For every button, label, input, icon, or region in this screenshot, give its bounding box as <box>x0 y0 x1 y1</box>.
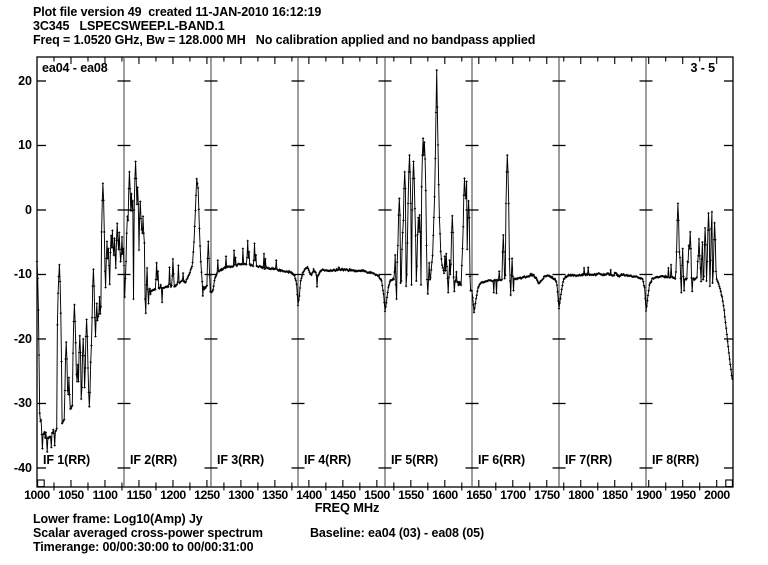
y-tick-label: 10 <box>18 138 32 152</box>
footer-timerange: Timerange: 00/00:30:00 to 00/00:31:00 <box>33 540 254 554</box>
x-tick-label: 1250 <box>194 488 220 502</box>
antenna-pair-label: 3 - 5 <box>690 61 715 75</box>
footer-frame-label: Lower frame: Log10(Amp) Jy <box>33 512 203 526</box>
x-tick-label: 1400 <box>296 488 322 502</box>
x-tick-label: 1000 <box>24 488 50 502</box>
x-tick-label: 1300 <box>228 488 254 502</box>
header-line-1: Plot file version 49 created 11-JAN-2010… <box>33 5 322 19</box>
y-tick-label: -30 <box>13 396 32 410</box>
x-tick-label: 1150 <box>126 488 152 502</box>
x-tick-label: 1200 <box>160 488 186 502</box>
axis-ticks <box>37 57 733 491</box>
header-line-3: Freq = 1.0520 GHz, Bw = 128.000 MH No ca… <box>33 33 536 47</box>
x-tick-label: 1450 <box>330 488 356 502</box>
x-tick-label: 2000 <box>704 488 730 502</box>
spectrum-markers <box>35 69 734 453</box>
x-tick-label: 1100 <box>92 488 118 502</box>
if-band-label: IF 5(RR) <box>391 453 439 467</box>
x-tick-label: 1050 <box>58 488 84 502</box>
x-tick-label: 1850 <box>602 488 628 502</box>
y-tick-label: -40 <box>13 461 32 475</box>
if-band-label: IF 1(RR) <box>43 453 91 467</box>
x-tick-label: 1500 <box>364 488 390 502</box>
x-tick-label: 1900 <box>636 488 662 502</box>
if-divider-lines <box>117 57 653 487</box>
y-tick-label: 0 <box>25 203 32 217</box>
x-tick-label: 1950 <box>670 488 696 502</box>
if-band-label: IF 8(RR) <box>652 453 700 467</box>
y-tick-label: 20 <box>18 74 32 88</box>
y-tick-label: -10 <box>13 267 32 281</box>
if-band-label: IF 4(RR) <box>304 453 352 467</box>
x-tick-label: 1700 <box>500 488 526 502</box>
x-tick-label: 1750 <box>534 488 560 502</box>
x-tick-label: 1550 <box>398 488 424 502</box>
footer-spectrum-type: Scalar averaged cross-power spectrum <box>33 526 263 540</box>
if-band-label: IF 6(RR) <box>478 453 526 467</box>
y-tick-label: -20 <box>13 332 32 346</box>
baseline-label: ea04 - ea08 <box>42 61 108 75</box>
if-band-label: IF 7(RR) <box>565 453 613 467</box>
x-tick-label: 1600 <box>432 488 458 502</box>
x-tick-label: 1800 <box>568 488 594 502</box>
x-axis-title: FREQ MHz <box>314 500 380 515</box>
x-tick-label: 1350 <box>262 488 288 502</box>
header-line-2: 3C345 LSPECSWEEP.L-BAND.1 <box>33 19 225 33</box>
if-band-label: IF 3(RR) <box>217 453 265 467</box>
x-tick-label: 1650 <box>466 488 492 502</box>
if-band-label: IF 2(RR) <box>130 453 178 467</box>
footer-baseline-info: Baseline: ea04 (03) - ea08 (05) <box>310 526 485 540</box>
